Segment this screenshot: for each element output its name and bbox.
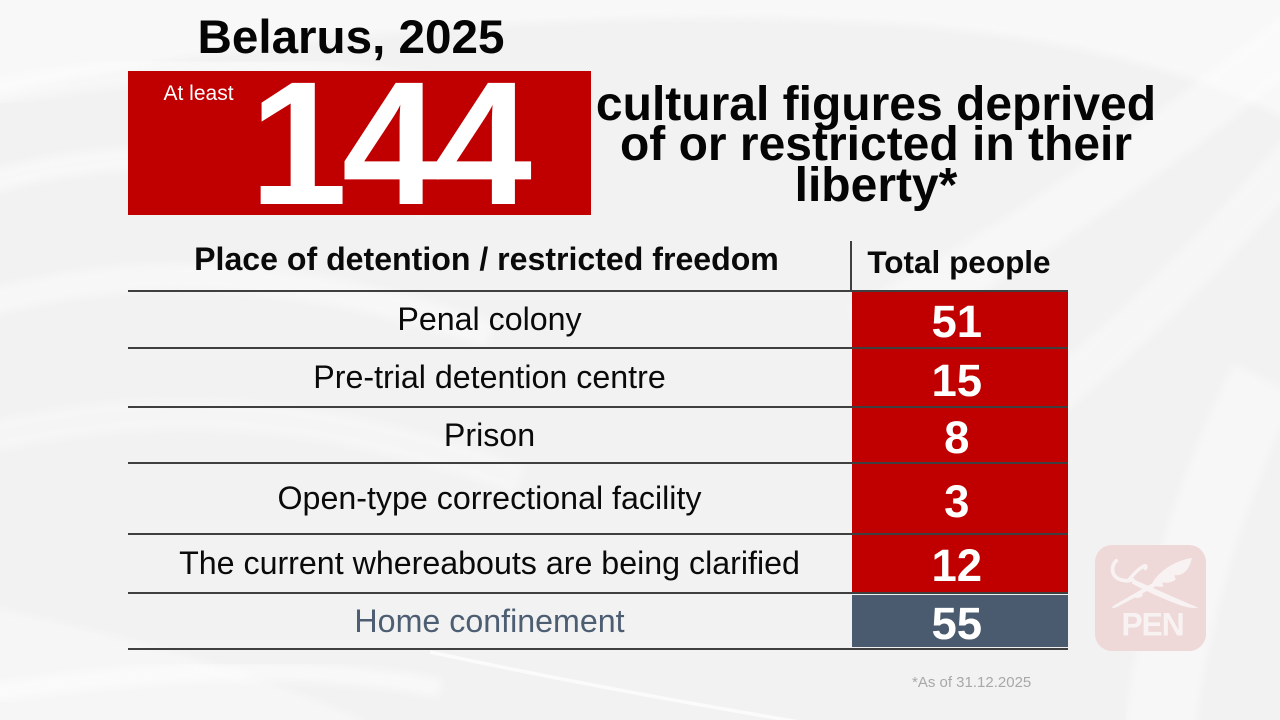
svg-text:PEN: PEN <box>1121 607 1183 643</box>
